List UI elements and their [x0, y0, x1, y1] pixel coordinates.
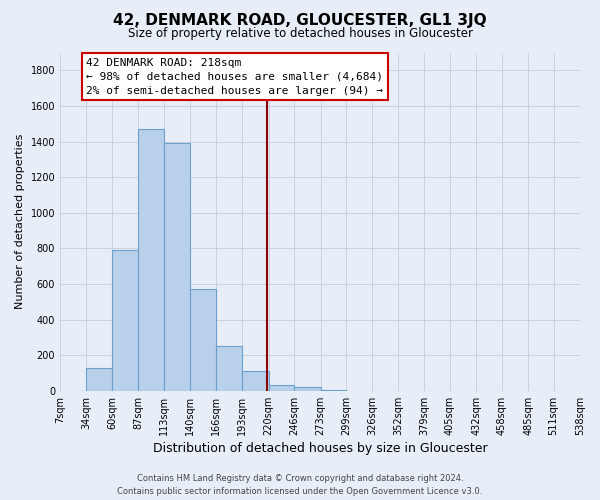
- Bar: [242, 371, 269, 391]
- Text: 42, DENMARK ROAD, GLOUCESTER, GL1 3JQ: 42, DENMARK ROAD, GLOUCESTER, GL1 3JQ: [113, 12, 487, 28]
- Bar: [294, 388, 320, 391]
- Bar: [320, 390, 346, 391]
- Bar: [269, 386, 294, 391]
- Bar: [190, 290, 216, 391]
- Bar: [139, 129, 164, 391]
- Bar: [164, 144, 190, 391]
- Text: Contains HM Land Registry data © Crown copyright and database right 2024.
Contai: Contains HM Land Registry data © Crown c…: [118, 474, 482, 496]
- Bar: [112, 250, 139, 391]
- Text: 42 DENMARK ROAD: 218sqm
← 98% of detached houses are smaller (4,684)
2% of semi-: 42 DENMARK ROAD: 218sqm ← 98% of detache…: [86, 58, 383, 96]
- Text: Size of property relative to detached houses in Gloucester: Size of property relative to detached ho…: [128, 28, 473, 40]
- Y-axis label: Number of detached properties: Number of detached properties: [15, 134, 25, 310]
- X-axis label: Distribution of detached houses by size in Gloucester: Distribution of detached houses by size …: [153, 442, 487, 455]
- Bar: [216, 346, 242, 391]
- Bar: [86, 368, 112, 391]
